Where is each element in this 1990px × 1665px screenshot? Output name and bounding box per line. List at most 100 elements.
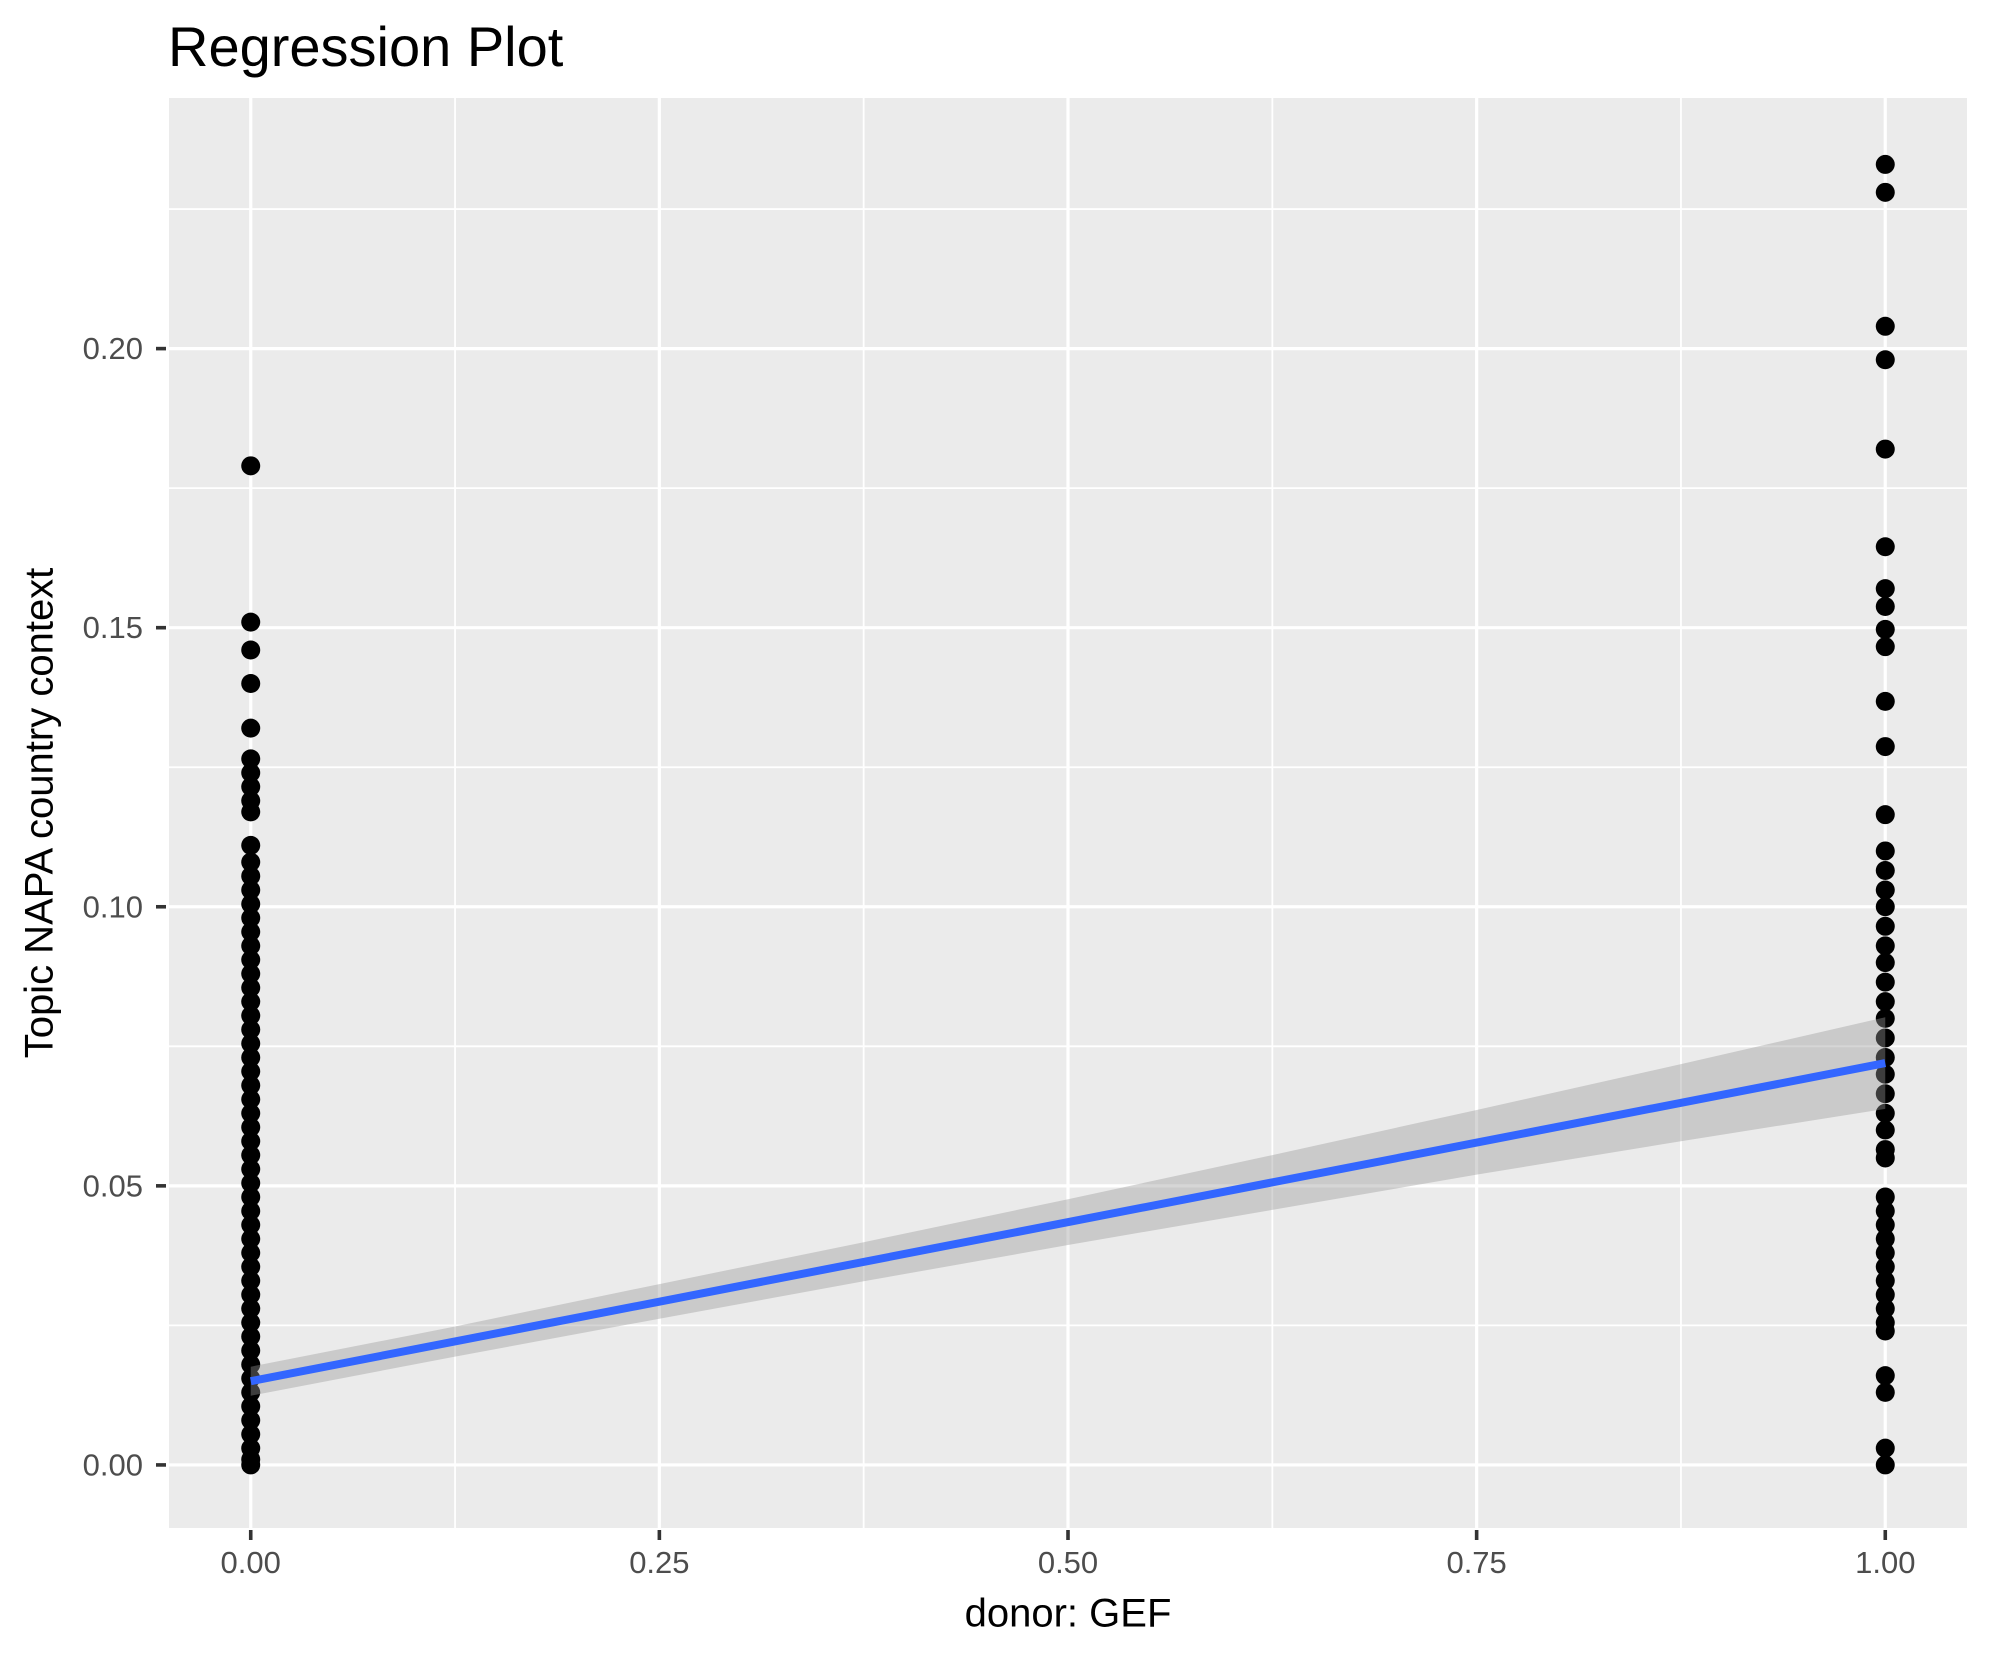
data-point [1875,1148,1895,1168]
data-point [1875,1229,1895,1249]
regression-line [249,1059,1887,1386]
data-point [241,1341,261,1361]
y-tick-label: 0.20 [83,331,143,366]
data-point [241,1159,261,1179]
data-point [241,640,261,660]
data-point [1875,860,1895,880]
data-point [241,1145,261,1165]
y-tick-label: 0.05 [83,1168,143,1203]
data-point [1875,805,1895,825]
data-point [241,456,261,476]
data-point [241,1313,261,1333]
data-point [241,1257,261,1277]
data-point [1875,1215,1895,1235]
data-point [241,1299,261,1319]
data-point [241,1382,261,1402]
data-point [241,1285,261,1305]
x-tick-label: 1.00 [1855,1545,1915,1580]
data-point [241,992,261,1012]
data-point [1875,619,1895,639]
data-point [1875,579,1895,599]
data-point [1875,154,1895,174]
data-point [1875,537,1895,557]
data-point [1875,1008,1895,1028]
data-point [241,763,261,783]
y-tick-label: 0.10 [83,889,143,924]
data-point [1875,1285,1895,1305]
data-point [1875,1271,1895,1291]
data-point [241,1201,261,1221]
data-point [241,964,261,984]
data-point [241,1173,261,1193]
data-point [241,852,261,872]
data-point [1875,439,1895,459]
data-point [241,1410,261,1430]
data-point [1875,637,1895,657]
data-point [1875,972,1895,992]
data-point [241,1006,261,1026]
data-point [241,1075,261,1095]
data-point [241,1229,261,1249]
data-point [1875,1321,1895,1341]
data-point [1875,953,1895,973]
data-point [1875,737,1895,757]
data-point [1875,1382,1895,1402]
x-tick-label: 0.00 [221,1545,281,1580]
data-point [241,1327,261,1347]
data-point [241,1243,261,1263]
data-point [241,1117,261,1137]
data-point [241,936,261,956]
data-point [241,1396,261,1416]
data-point [1875,1438,1895,1458]
data-point [1875,1064,1895,1084]
data-point [241,802,261,822]
x-axis-title: donor: GEF [964,1591,1172,1636]
data-point [1875,1201,1895,1221]
data-point [241,894,261,914]
plot-title: Regression Plot [168,15,564,78]
data-point [1875,316,1895,336]
data-point [241,1089,261,1109]
data-point [241,866,261,886]
data-point [1875,1103,1895,1123]
data-point [241,612,261,632]
data-point [241,1103,261,1123]
data-point [1875,596,1895,616]
y-tick-label: 0.00 [83,1447,143,1482]
data-point [1875,992,1895,1012]
data-point [241,1061,261,1081]
data-point [241,674,261,694]
data-point [1875,691,1895,711]
data-point [1875,1257,1895,1277]
data-point [241,1424,261,1444]
data-point [241,1354,261,1374]
data-point [241,1131,261,1151]
data-point [241,880,261,900]
data-point [1875,1187,1895,1207]
data-point [1875,841,1895,861]
data-point [1875,182,1895,202]
data-point [1875,880,1895,900]
data-point [241,1020,261,1040]
data-point [241,1034,261,1054]
data-point [241,777,261,797]
data-point [1875,1084,1895,1104]
data-point [1875,916,1895,936]
data-point [1875,1028,1895,1048]
data-point [241,922,261,942]
data-point [241,1047,261,1067]
data-point [241,1271,261,1291]
data-point [241,1215,261,1235]
data-point [241,749,261,769]
data-point [241,950,261,970]
data-point [1875,897,1895,917]
data-point [241,718,261,738]
x-tick-label: 0.25 [629,1545,689,1580]
x-tick-label: 0.75 [1446,1545,1506,1580]
data-point [241,978,261,998]
data-point [1875,350,1895,370]
data-point [1875,936,1895,956]
data-point [241,908,261,928]
data-point [241,1187,261,1207]
